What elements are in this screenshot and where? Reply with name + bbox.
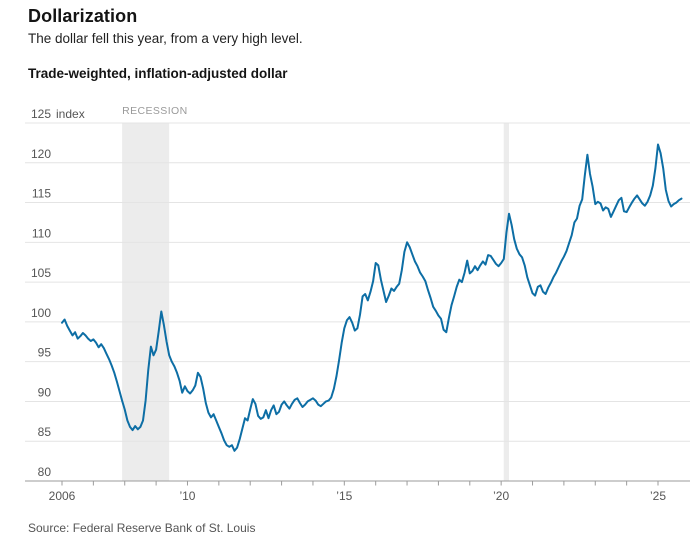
recession-band xyxy=(503,123,509,481)
y-axis-label: 90 xyxy=(38,385,52,399)
x-axis-label: ’15 xyxy=(336,489,352,503)
chart-title: Trade-weighted, inflation-adjusted dolla… xyxy=(28,66,288,81)
y-axis-label: 125 xyxy=(31,107,51,121)
source-note: Source: Federal Reserve Bank of St. Loui… xyxy=(28,521,256,535)
x-axis-label: 2006 xyxy=(49,489,76,503)
x-axis-label: ’10 xyxy=(179,489,195,503)
x-axis-label: ’25 xyxy=(650,489,666,503)
y-axis-label: 100 xyxy=(31,306,51,320)
x-axis-label: ’20 xyxy=(493,489,509,503)
page-subtitle: The dollar fell this year, from a very h… xyxy=(28,31,303,46)
recession-band xyxy=(122,123,170,481)
page-title: Dollarization xyxy=(28,6,138,26)
y-axis-label: 95 xyxy=(38,346,52,360)
y-axis-label: 120 xyxy=(31,147,51,161)
dollar-index-line xyxy=(61,143,683,452)
recession-annotation: RECESSION xyxy=(122,105,187,117)
y-axis-label: 110 xyxy=(32,226,51,240)
y-axis-label: 85 xyxy=(38,425,52,439)
y-axis-unit-label: index xyxy=(56,107,85,121)
y-axis-label: 115 xyxy=(32,187,51,201)
y-axis-label: 80 xyxy=(38,465,52,479)
y-axis-label: 105 xyxy=(31,266,51,280)
